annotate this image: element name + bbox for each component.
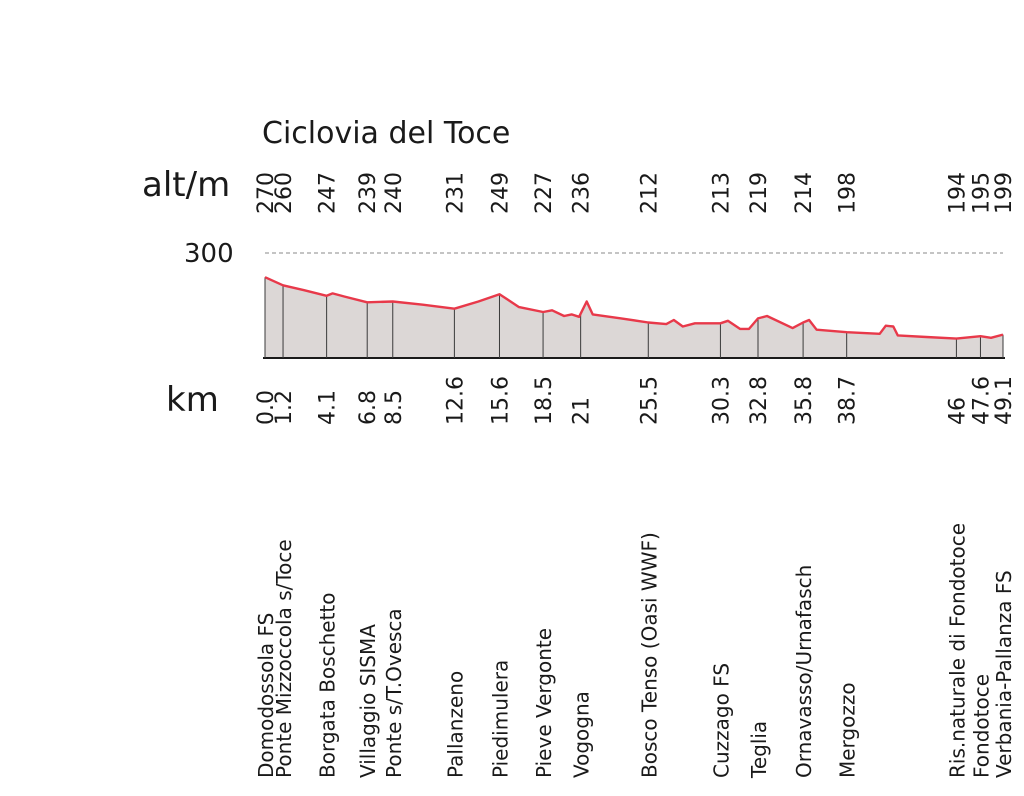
elevation-area xyxy=(263,277,1005,359)
station-name-4: Ponte s/T.Ovesca xyxy=(382,608,406,778)
station-name-14: Ris.naturale di Fondotoce xyxy=(945,523,969,778)
distance-label-2: 4.1 xyxy=(316,390,341,425)
chart-title: Ciclovia del Toce xyxy=(262,116,510,151)
altitude-label-0: 270 xyxy=(254,172,279,214)
station-name-0: Domodossola FS xyxy=(254,613,278,778)
station-name-6: Piedimulera xyxy=(489,660,513,778)
distance-label-9: 25.5 xyxy=(637,376,662,425)
elevation-line-group xyxy=(264,276,1004,340)
distance-label-16: 49.1 xyxy=(992,376,1017,425)
altitude-label-16: 199 xyxy=(992,172,1017,214)
station-name-13: Mergozzo xyxy=(836,682,860,778)
altitude-label-2: 247 xyxy=(316,172,341,214)
elevation-fill xyxy=(265,277,1003,358)
station-name-3: Villaggio SISMA xyxy=(356,624,380,778)
distance-label-11: 32.8 xyxy=(747,376,772,425)
distance-label-5: 12.6 xyxy=(443,376,468,425)
distance-labels: 0.01.2 4.1 6.8 8.5 12.6 15.6 18.5 21 25.5 30.3 32.… xyxy=(254,376,1017,425)
altitude-label-15: 195 xyxy=(970,172,995,214)
distance-label-6: 15.6 xyxy=(489,376,514,425)
distance-label-12: 35.8 xyxy=(792,376,817,425)
altitude-label-7: 227 xyxy=(532,172,557,214)
station-name-9: Bosco Tenso (Oasi WWF) xyxy=(637,532,661,778)
distance-label-14: 46 xyxy=(945,397,970,425)
altitude-label-8: 236 xyxy=(570,172,595,214)
station-name-16: Verbania-Pallanza FS xyxy=(992,570,1016,778)
distance-axis-label: km xyxy=(166,380,219,420)
distance-label-3: 6.8 xyxy=(356,390,381,425)
station-name-5: Pallanzeno xyxy=(443,671,467,778)
altitude-label-10: 213 xyxy=(709,172,734,214)
station-name-7: Pieve Vergonte xyxy=(532,628,556,778)
station-name-2: Borgata Boschetto xyxy=(316,592,340,778)
station-name-15: Fondotoce xyxy=(970,674,994,778)
station-name-10: Cuzzago FS xyxy=(709,663,733,778)
distance-label-4: 8.5 xyxy=(382,390,407,425)
altitude-label-4: 240 xyxy=(382,172,407,214)
altitude-label-9: 212 xyxy=(637,172,662,214)
distance-label-7: 18.5 xyxy=(532,376,557,425)
distance-label-8: 21 xyxy=(570,397,595,425)
altitude-label-5: 231 xyxy=(443,172,468,214)
station-markers xyxy=(264,277,1004,358)
elevation-line xyxy=(264,276,1004,340)
station-name-12: Ornavasso/Urnafasch xyxy=(792,565,816,778)
altitude-axis-label: alt/m xyxy=(142,165,230,205)
distance-label-1: 1.2 xyxy=(272,390,297,425)
altitude-label-11: 219 xyxy=(747,172,772,214)
altitude-label-12: 214 xyxy=(792,172,817,214)
reference-line-label: 300 xyxy=(184,239,234,269)
distance-label-0: 0.0 xyxy=(254,390,279,425)
distance-label-10: 30.3 xyxy=(709,376,734,425)
altitude-label-1: 260 xyxy=(272,172,297,214)
station-name-11: Teglia xyxy=(747,721,771,779)
distance-label-15: 47.6 xyxy=(970,376,995,425)
distance-label-13: 38.7 xyxy=(836,376,861,425)
altitude-label-6: 249 xyxy=(489,172,514,214)
altitude-label-3: 239 xyxy=(356,172,381,214)
altitude-label-13: 198 xyxy=(836,172,861,214)
altitude-label-14: 194 xyxy=(945,172,970,214)
station-name-8: Vogogna xyxy=(570,691,594,778)
station-name-1: Ponte Mizzoccola s/Toce xyxy=(272,539,296,778)
